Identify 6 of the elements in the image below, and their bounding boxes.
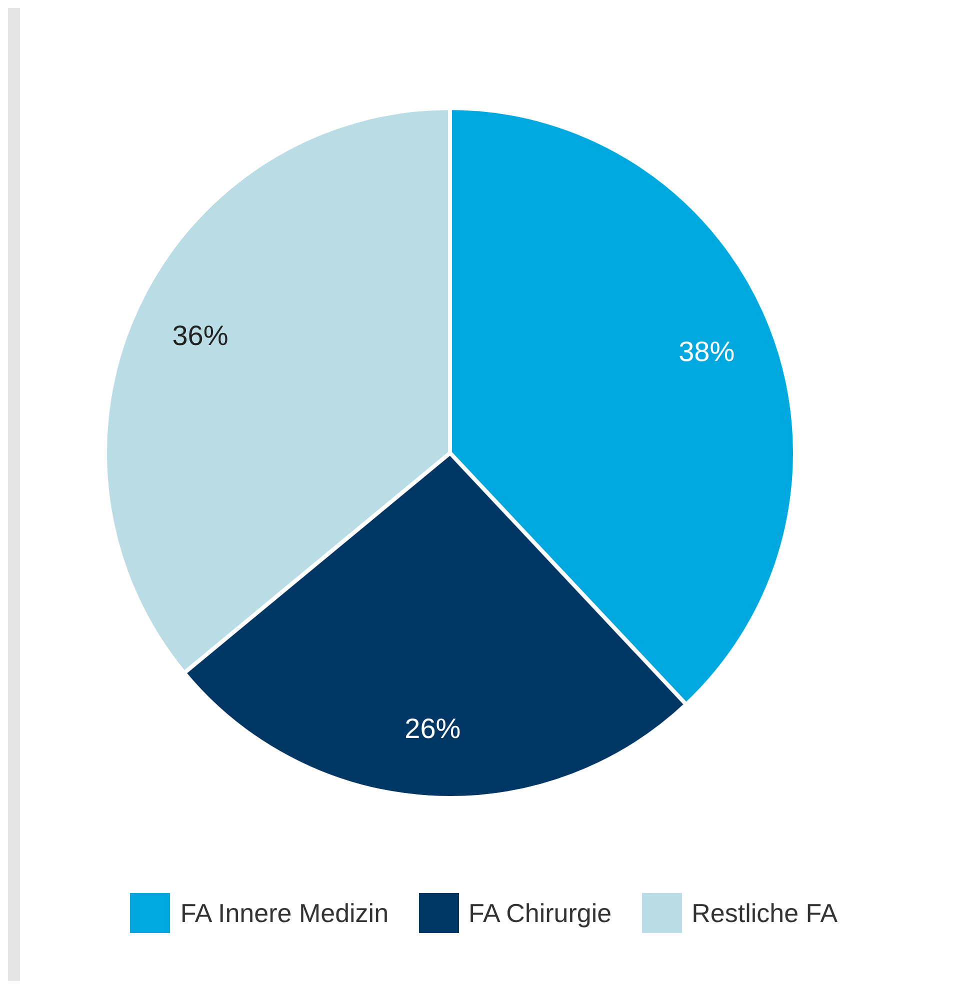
data-label: 38% — [678, 336, 735, 367]
legend-label: FA Chirurgie — [468, 898, 612, 928]
data-label: 26% — [404, 712, 461, 744]
legend-label: Restliche FA — [692, 898, 838, 928]
legend-label: FA Innere Medizin — [180, 898, 389, 928]
data-label: 36% — [172, 320, 228, 351]
